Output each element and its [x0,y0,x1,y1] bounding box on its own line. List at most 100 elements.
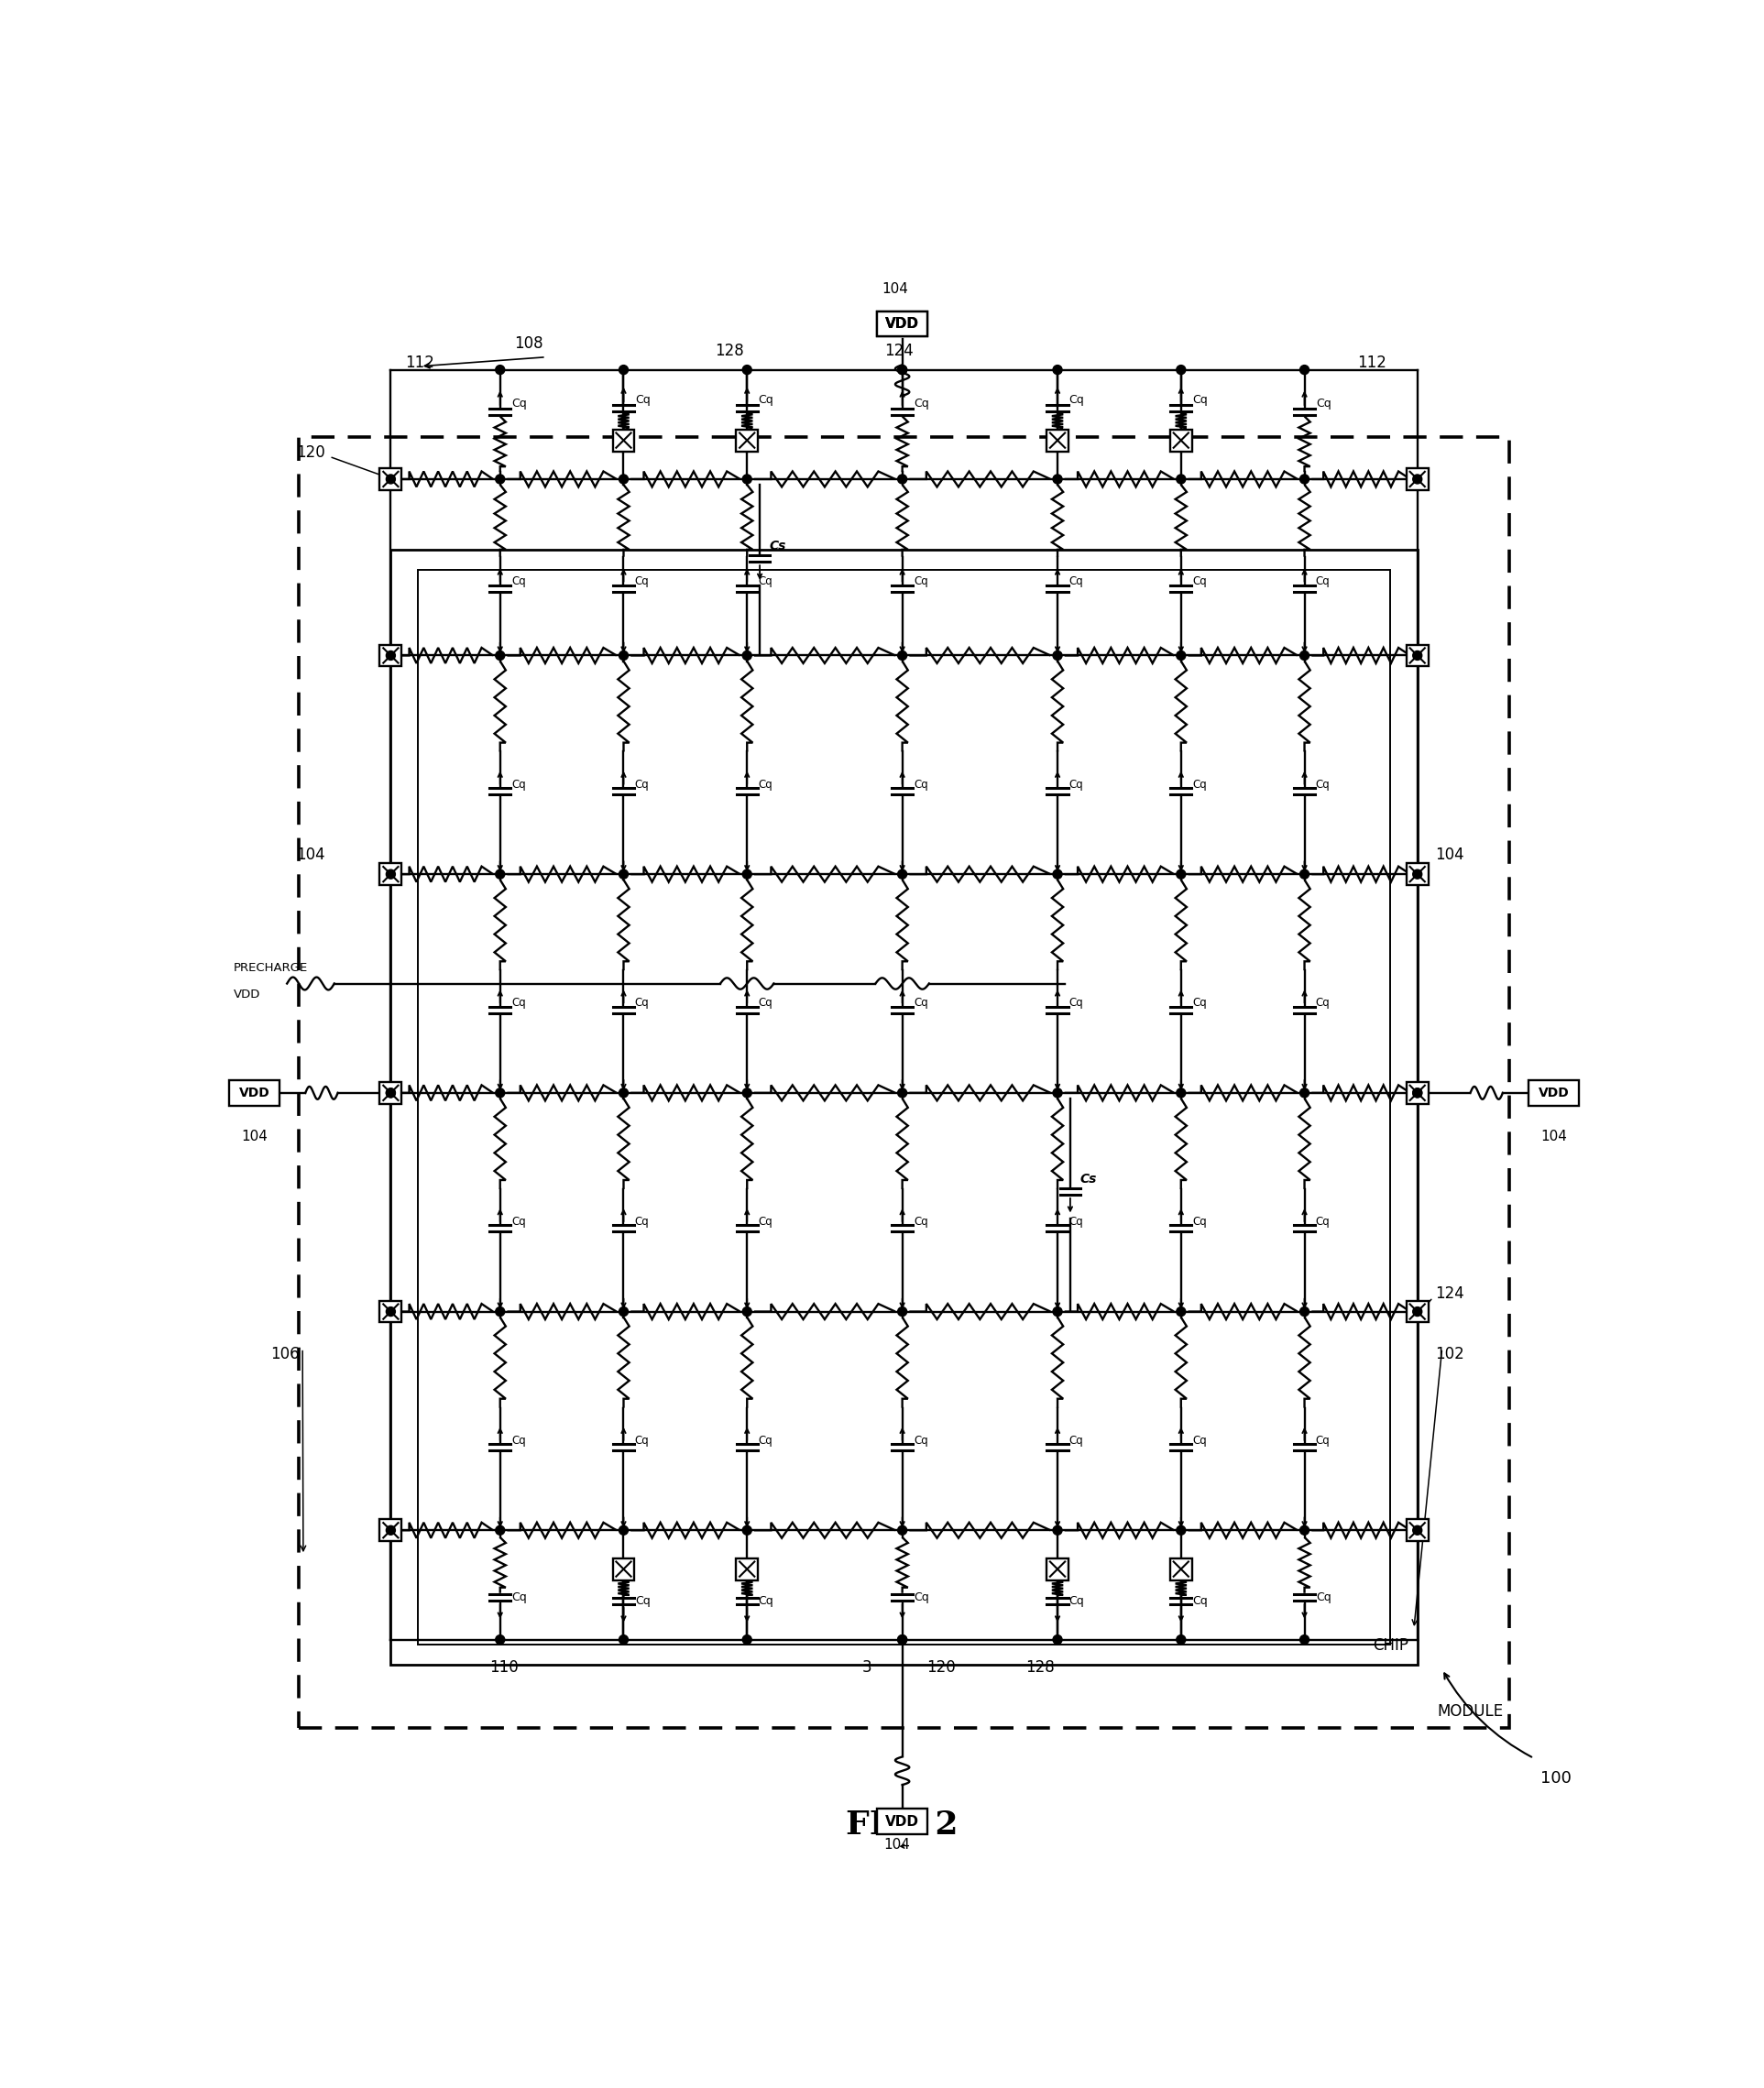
Bar [298,436,1510,1727]
Circle shape [898,1526,907,1535]
Text: 104: 104 [296,846,325,862]
Bar [877,311,928,336]
Bar [379,1082,402,1105]
Text: VDD: VDD [240,1086,270,1098]
Text: Cq: Cq [1192,576,1207,587]
Circle shape [743,1635,751,1643]
Circle shape [743,474,751,484]
Text: Cq: Cq [1316,1215,1330,1228]
Circle shape [1053,474,1062,484]
Text: Cq: Cq [914,1434,928,1447]
Circle shape [898,1088,907,1098]
Bar [612,430,635,451]
Circle shape [386,1088,395,1098]
Circle shape [743,1307,751,1315]
Text: VDD: VDD [886,317,919,330]
Text: 106: 106 [270,1345,298,1361]
Text: Cq: Cq [1316,397,1332,409]
Text: Cq: Cq [512,1434,526,1447]
Text: Cq: Cq [1192,1595,1208,1608]
Bar [1406,1301,1429,1322]
Text: Cq: Cq [1069,1595,1085,1608]
Bar [379,1301,402,1322]
Text: Cq: Cq [914,998,928,1009]
Text: FIG. 2: FIG. 2 [847,1808,958,1840]
Circle shape [619,651,628,660]
Text: Cq: Cq [759,1215,773,1228]
Text: Cq: Cq [914,779,928,791]
Circle shape [619,365,628,374]
Circle shape [1053,1088,1062,1098]
Text: Cq: Cq [1316,998,1330,1009]
Bar [379,1520,402,1541]
Circle shape [386,474,395,484]
Text: 3: 3 [863,1660,871,1677]
Text: CHIP: CHIP [1372,1637,1409,1654]
Text: Cq: Cq [635,395,651,405]
Circle shape [1413,1526,1422,1535]
Text: 110: 110 [489,1660,519,1677]
Text: Cq: Cq [512,1591,527,1604]
Circle shape [496,365,505,374]
Text: Cq: Cq [512,779,526,791]
Circle shape [1177,1307,1185,1315]
Circle shape [619,474,628,484]
Circle shape [619,1526,628,1535]
Circle shape [619,869,628,879]
Circle shape [1177,869,1185,879]
Text: Cq: Cq [1192,1215,1207,1228]
Circle shape [1300,869,1309,879]
Text: 104: 104 [1540,1130,1566,1144]
Text: Cs: Cs [769,541,787,553]
Circle shape [1053,651,1062,660]
Circle shape [386,1088,395,1098]
Circle shape [496,1635,505,1643]
Text: Cq: Cq [759,998,773,1009]
Bar [1406,468,1429,491]
Circle shape [1177,365,1185,374]
Bar [1528,1079,1579,1105]
Circle shape [1300,474,1309,484]
Circle shape [1413,1088,1422,1098]
Bar [1406,645,1429,666]
Text: Cq: Cq [512,576,526,587]
Bar [1406,1082,1429,1105]
Bar [1046,430,1069,451]
Bar [1170,1558,1192,1581]
Text: Cq: Cq [635,576,649,587]
Circle shape [1300,1088,1309,1098]
Circle shape [496,869,505,879]
Text: 124: 124 [884,342,914,359]
Circle shape [1053,1526,1062,1535]
Text: 104: 104 [882,282,908,296]
Circle shape [1300,1635,1309,1643]
Text: Cq: Cq [914,1215,928,1228]
Circle shape [1177,651,1185,660]
Text: Cq: Cq [1069,998,1083,1009]
Bar [612,1558,635,1581]
Text: Cq: Cq [635,779,649,791]
Circle shape [386,1307,395,1315]
Text: 104: 104 [884,1837,910,1852]
Text: VDD: VDD [1538,1086,1568,1098]
Circle shape [386,1526,395,1535]
Circle shape [1300,1307,1309,1315]
Bar [736,430,759,451]
Circle shape [619,1088,628,1098]
Circle shape [743,869,751,879]
Text: Cq: Cq [1316,1434,1330,1447]
Text: PRECHARGE: PRECHARGE [233,963,309,973]
Text: Cq: Cq [914,1591,930,1604]
Text: MODULE: MODULE [1438,1704,1503,1718]
Bar [736,1558,759,1581]
Bar [390,549,1418,1664]
Bar [379,468,402,491]
Text: Cq: Cq [635,1595,651,1608]
Text: Cq: Cq [759,1595,774,1608]
Circle shape [1053,365,1062,374]
Bar [418,570,1390,1645]
Text: Cq: Cq [1069,1215,1083,1228]
Text: Cq: Cq [1069,395,1085,405]
Text: Cq: Cq [1069,1434,1083,1447]
Text: Cq: Cq [759,779,773,791]
